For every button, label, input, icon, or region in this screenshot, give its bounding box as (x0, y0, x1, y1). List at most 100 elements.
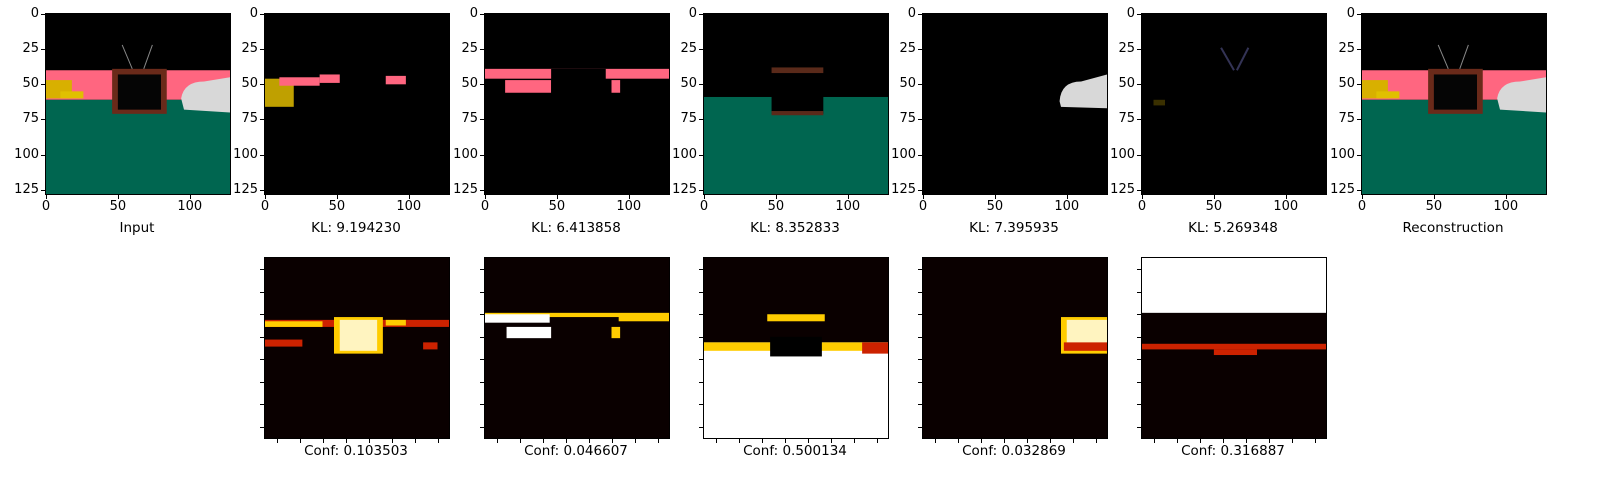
x-tick-label: 0 (1357, 199, 1367, 214)
y-tick-label: 50 (22, 76, 39, 92)
x-tick-mark (994, 195, 996, 199)
y-tick-label: 100 (672, 146, 697, 162)
yellow-object-base (60, 91, 84, 99)
y-tick-mark (480, 189, 484, 191)
y-tick-mark (1137, 359, 1141, 361)
tv-antenna-left (1437, 44, 1449, 70)
y-tick-mark (480, 426, 484, 428)
x-tick-label: 100 (1273, 199, 1299, 214)
y-tick-label: 50 (899, 76, 916, 92)
y-tick-mark (260, 336, 264, 338)
heat-core (1066, 319, 1107, 346)
y-tick-mark (1357, 119, 1361, 121)
y-tick-mark (1357, 154, 1361, 156)
y-tick-mark (480, 269, 484, 271)
yellow-object-base (1376, 91, 1400, 99)
x-tick-mark (934, 439, 936, 443)
y-tick-label: 75 (241, 111, 258, 127)
x-tick-label: 50 (328, 199, 346, 214)
x-tick-label: 100 (1493, 199, 1519, 214)
heat-region (1142, 258, 1326, 313)
y-tick-label: 25 (461, 41, 478, 57)
image-label: KL: 6.413858 (531, 220, 621, 236)
heat-band (1142, 343, 1326, 350)
y-tick-mark (260, 291, 264, 293)
antenna-trace (1235, 47, 1250, 71)
heat-band (265, 339, 303, 347)
tv-antenna-right (143, 44, 153, 70)
y-tick-mark (1137, 189, 1141, 191)
y-tick-mark (1357, 49, 1361, 51)
y-tick-mark (918, 154, 922, 156)
x-tick-mark (1176, 439, 1178, 443)
y-tick-mark (41, 189, 45, 191)
y-tick-mark (480, 49, 484, 51)
y-tick-mark (480, 119, 484, 121)
slot-2-image (484, 13, 670, 195)
heat-band (1063, 342, 1107, 351)
y-tick-mark (918, 49, 922, 51)
y-tick-mark (260, 119, 264, 121)
x-tick-label: 100 (177, 199, 203, 214)
heat-core (339, 319, 378, 351)
x-tick-mark (1153, 439, 1155, 443)
x-tick-mark (556, 195, 558, 199)
car-object (1497, 77, 1546, 113)
x-tick-mark (542, 439, 544, 443)
slot-5-image (1141, 13, 1327, 195)
y-tick-label: 100 (1330, 146, 1355, 162)
y-tick-mark (699, 291, 703, 293)
y-tick-mark (41, 84, 45, 86)
y-tick-mark (699, 154, 703, 156)
heat-band (767, 314, 825, 322)
y-tick-mark (1137, 404, 1141, 406)
confidence-map-2 (484, 257, 670, 439)
tv-frame-top (771, 67, 824, 74)
y-tick-mark (260, 426, 264, 428)
tv-gap (551, 68, 606, 97)
x-tick-mark (1072, 439, 1074, 443)
y-tick-label: 25 (1118, 41, 1135, 57)
y-tick-mark (260, 154, 264, 156)
x-tick-mark (1199, 439, 1201, 443)
x-tick-mark (46, 195, 47, 199)
slot-3-image (703, 13, 889, 195)
heat-band (485, 314, 550, 323)
y-tick-label: 50 (1118, 76, 1135, 92)
y-tick-mark (1137, 84, 1141, 86)
y-tick-mark (41, 14, 45, 15)
y-tick-mark (1137, 14, 1141, 15)
x-tick-mark (276, 439, 278, 443)
tv-frame-bottom (771, 111, 824, 116)
heat-band (618, 314, 669, 322)
y-tick-label: 75 (680, 111, 697, 127)
car-object (181, 77, 230, 113)
x-tick-mark (1245, 439, 1247, 443)
y-tick-label: 125 (891, 181, 916, 197)
y-tick-label: 100 (1110, 146, 1135, 162)
x-tick-mark (1142, 195, 1143, 199)
car-object (1059, 74, 1107, 109)
antenna-trace (1220, 47, 1235, 71)
heat-band (1213, 349, 1257, 356)
y-tick-mark (699, 189, 703, 191)
y-tick-mark (699, 426, 703, 428)
x-tick-label: 0 (699, 199, 709, 214)
y-tick-label: 100 (891, 146, 916, 162)
y-tick-mark (260, 359, 264, 361)
y-tick-mark (1137, 336, 1141, 338)
confidence-label: Conf: 0.316887 (1181, 443, 1285, 459)
y-tick-mark (480, 154, 484, 156)
image-label: Reconstruction (1402, 220, 1504, 236)
x-tick-mark (784, 439, 786, 443)
y-tick-mark (699, 269, 703, 271)
x-tick-label: 50 (548, 199, 566, 214)
y-tick-mark (1137, 381, 1141, 383)
y-tick-label: 0 (907, 6, 916, 21)
x-tick-label: 100 (616, 199, 642, 214)
x-tick-mark (634, 439, 636, 443)
confidence-map-1 (264, 257, 450, 439)
y-tick-label: 25 (899, 41, 916, 57)
y-tick-mark (699, 84, 703, 86)
x-tick-mark (265, 195, 266, 199)
